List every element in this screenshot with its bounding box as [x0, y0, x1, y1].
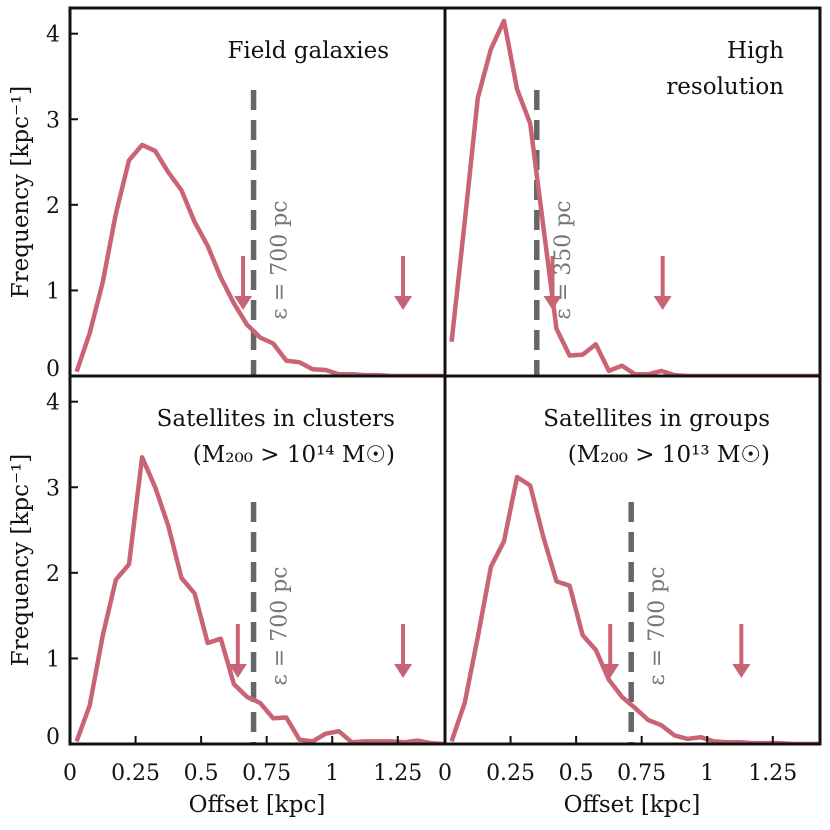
eps-label: ε = 700 pc [645, 566, 670, 685]
x-tick-label: 0.75 [242, 761, 291, 786]
x-axis-label-right: Offset [kpc] [564, 792, 701, 818]
panel-title-line-2: (M₂₀₀ > 10¹⁴ M☉) [193, 442, 395, 468]
arrow-head [653, 296, 672, 310]
x-tick-label: 0 [63, 761, 77, 786]
arrow-markers [234, 256, 413, 310]
panel-title-line-1: Satellites in clusters [157, 406, 395, 432]
y-tick-label: 0 [46, 725, 60, 750]
frequency-curve [74, 142, 444, 376]
y-axis-label-bottom: Frequency [kpc⁻¹] [8, 454, 34, 667]
arrow-head [394, 664, 413, 678]
y-tick-label: 4 [46, 391, 60, 416]
x-tick-label: 0.75 [617, 761, 666, 786]
y-tick-label: 4 [46, 23, 60, 48]
frequency-curve [74, 455, 444, 744]
arrow-head [394, 296, 413, 310]
arrow-head [732, 664, 751, 678]
arrow-markers [543, 256, 672, 310]
y-tick-label: 1 [46, 279, 60, 304]
arrow-head [228, 664, 247, 678]
x-tick-label: 1 [325, 761, 339, 786]
x-axis-label-left: Offset [kpc] [189, 792, 326, 818]
y-tick-label: 1 [46, 647, 60, 672]
x-tick-label: 1.25 [373, 761, 422, 786]
panel-high-resolution: High resolution ε = 350 pc [449, 18, 819, 376]
arrow-head [543, 296, 562, 310]
x-tick-label: 0.25 [486, 761, 535, 786]
y-ticks: 0 1 2 3 4 [46, 391, 78, 750]
panel-field-galaxies: Field galaxies ε = 700 pc 0 1 2 3 4 [46, 23, 444, 382]
y-tick-label: 2 [46, 562, 60, 587]
frequency-curve [449, 18, 819, 376]
frequency-curve [449, 474, 819, 744]
x-tick-label: 1 [700, 761, 714, 786]
x-tick-label: 0.5 [559, 761, 594, 786]
x-tick-label: 0.25 [111, 761, 160, 786]
arrow-head [601, 664, 620, 678]
y-tick-label: 2 [46, 194, 60, 219]
y-axis-label-top: Frequency [kpc⁻¹] [8, 86, 34, 299]
panel-title-line-2: resolution [666, 74, 784, 100]
y-tick-label: 3 [46, 476, 60, 501]
x-tick-label: 0 [438, 761, 452, 786]
panel-satellites-clusters: Satellites in clusters (M₂₀₀ > 10¹⁴ M☉) … [46, 391, 444, 786]
arrow-head [234, 296, 253, 310]
y-tick-label: 3 [46, 108, 60, 133]
panel-title-line-1: High [727, 38, 784, 64]
eps-label: ε = 700 pc [268, 566, 293, 685]
y-ticks: 0 1 2 3 4 [46, 23, 78, 382]
x-tick-label: 0.5 [184, 761, 219, 786]
panel-title-line-2: (M₂₀₀ > 10¹³ M☉) [568, 442, 770, 468]
panel-title-line-1: Satellites in groups [543, 406, 770, 432]
panel-title-line-1: Field galaxies [227, 38, 389, 64]
x-tick-label: 1.25 [748, 761, 797, 786]
eps-label: ε = 700 pc [268, 200, 293, 319]
arrow-markers [601, 624, 751, 678]
arrow-markers [228, 624, 413, 678]
x-ticks: 0 0.25 0.5 0.75 1 1.25 [438, 736, 797, 786]
y-tick-label: 0 [46, 357, 60, 382]
eps-label: ε = 350 pc [551, 200, 576, 319]
panel-satellites-groups: Satellites in groups (M₂₀₀ > 10¹³ M☉) ε … [438, 406, 819, 786]
